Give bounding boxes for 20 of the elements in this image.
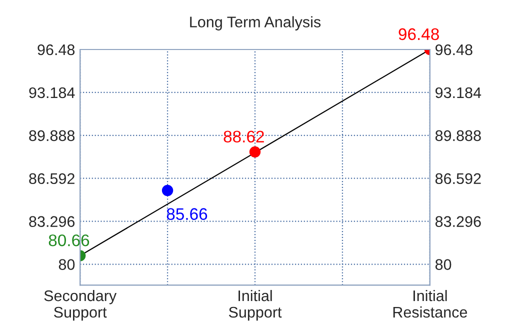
y-tick-label: 86.592	[29, 173, 74, 184]
y-tick-label: 89.888	[29, 130, 75, 142]
y-tick-label: 96.48	[38, 44, 75, 56]
data-label: 80.66	[48, 234, 90, 246]
data-label: 96.48	[398, 28, 439, 40]
x-tick-label: Secondary Support	[44, 290, 117, 321]
data-label: 85.66	[166, 208, 208, 220]
y2-tick-label: 93.184	[436, 87, 482, 98]
y2-tick-label: 96.48	[436, 44, 472, 56]
y-tick-label: 80	[58, 259, 75, 270]
y2-tick-label: 86.592	[435, 173, 481, 184]
chart-title: Long Term Analysis	[190, 16, 321, 30]
x-tick-label: Initial Support	[228, 290, 282, 321]
data-label: 88.62	[224, 130, 264, 143]
y2-tick-label: 89.888	[435, 130, 481, 142]
y-tick-label: 83.296	[29, 216, 75, 227]
x-tick-label: Initial Resistance	[393, 290, 468, 318]
y-tick-label: 93.184	[29, 87, 75, 98]
y2-tick-label: 83.296	[435, 216, 481, 227]
y2-tick-label: 80	[435, 259, 452, 270]
